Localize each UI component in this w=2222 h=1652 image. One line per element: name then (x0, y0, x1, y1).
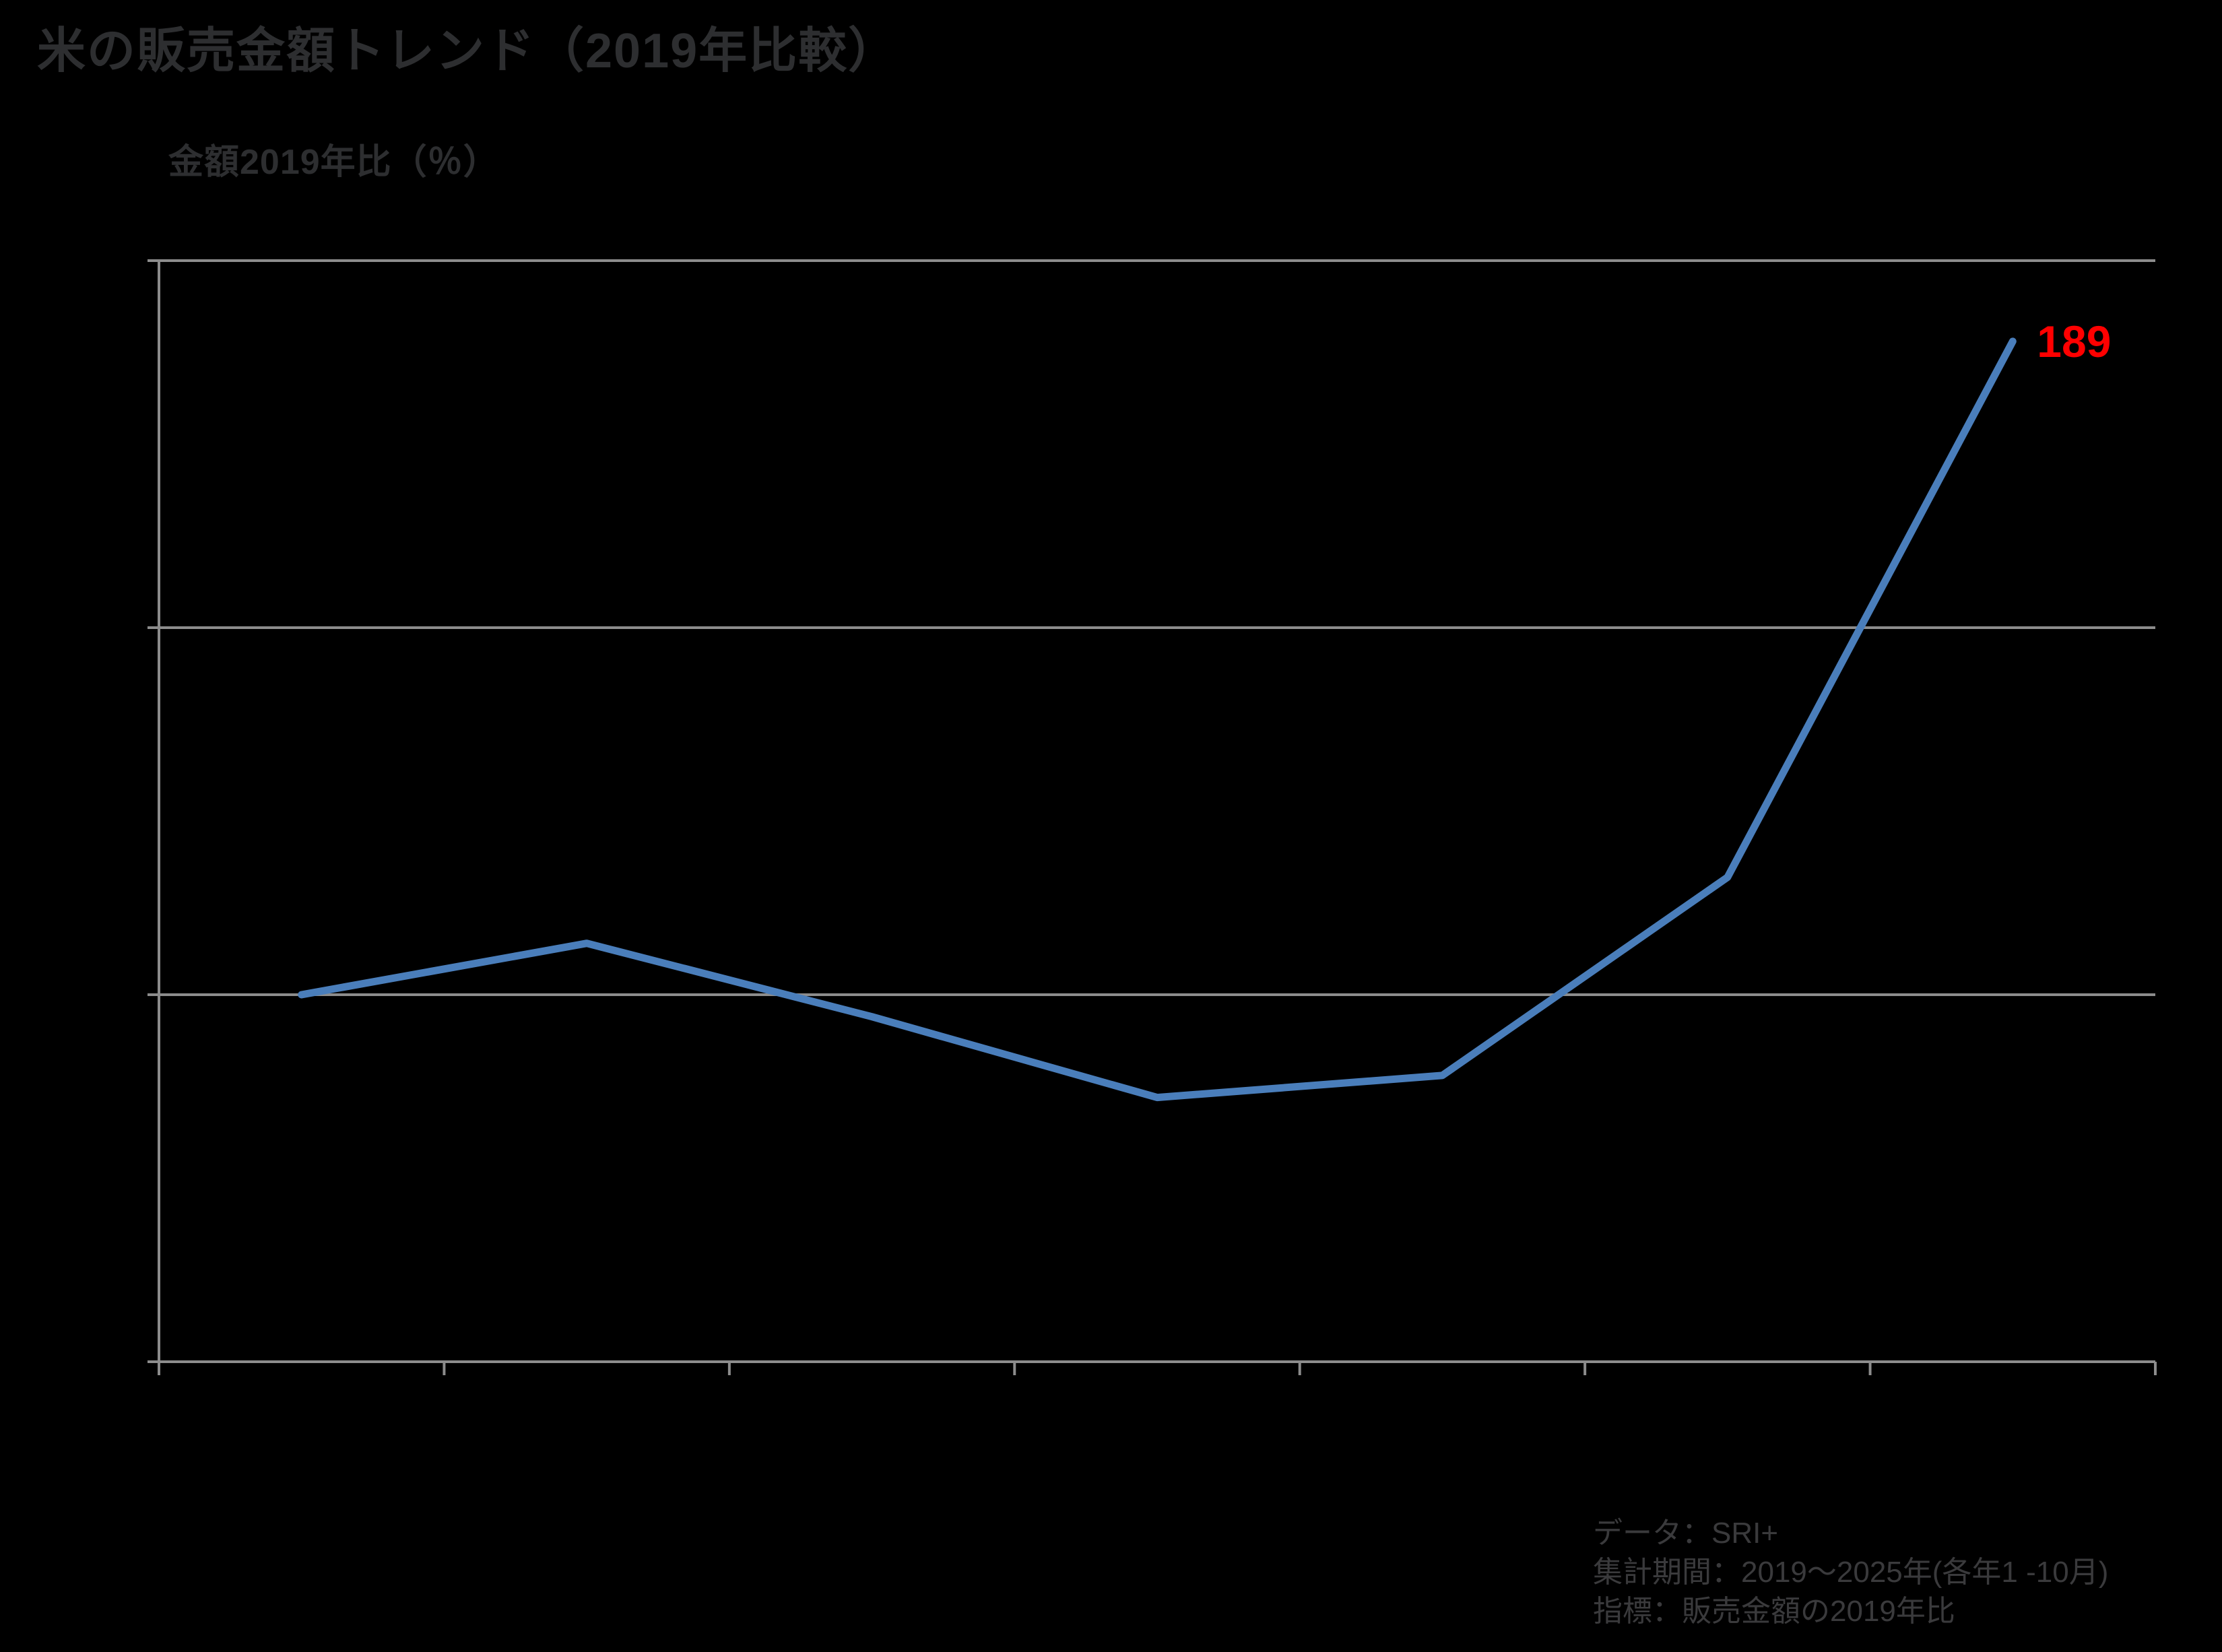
last-point-data-label: 189 (2037, 316, 2112, 366)
source-line-metric: 指標：販売金額の2019年比 (1593, 1595, 1955, 1628)
chart-title: 米の販売金額トレンド（2019年比較） (37, 24, 898, 78)
source-line-data: データ：SRI+ (1593, 1517, 1779, 1550)
trend-line (298, 337, 2017, 1102)
source-note: データ：SRI+ 集計期間：2019～2025年(各年1 -10月) 指標：販売… (1593, 1514, 2108, 1631)
y-axis-title: 金額2019年比（％） (168, 143, 499, 182)
source-line-period: 集計期間：2019～2025年(各年1 -10月) (1593, 1556, 2109, 1589)
